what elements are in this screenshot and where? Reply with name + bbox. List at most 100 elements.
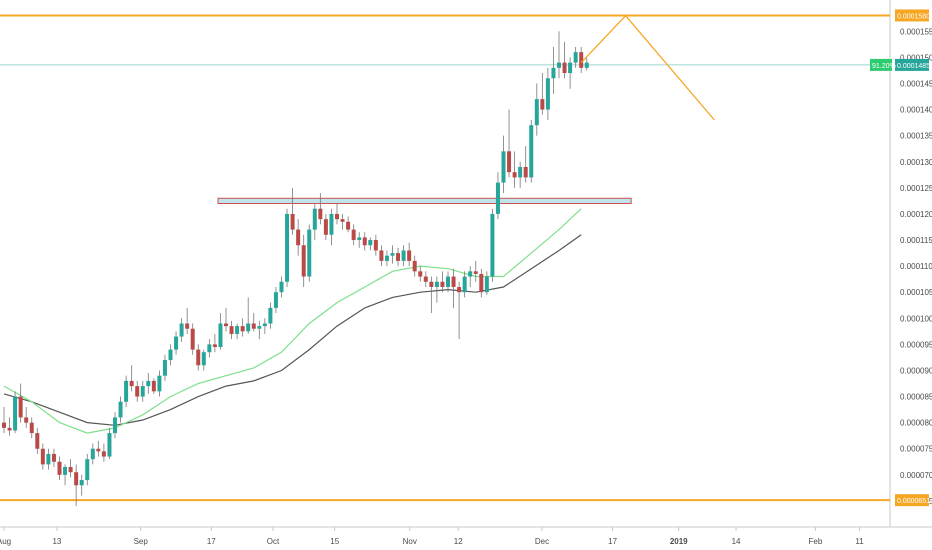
candle-90 [501,135,506,194]
price-tick-label: 0.00014500 [900,79,932,88]
candle-body [362,237,367,246]
candle-50 [279,276,284,298]
candle-body [68,466,73,473]
candle-91 [507,109,512,178]
candle-body [29,422,34,434]
candle-body [462,276,467,293]
percent-badge [870,58,892,71]
candle-body [568,62,573,74]
candle-23 [129,365,134,392]
candle-body [512,172,517,178]
date-tick-label: Sep [134,537,149,546]
candle-9 [51,448,56,467]
candle-37 [207,339,212,358]
candle-63 [351,224,356,246]
resistance-zone-box [217,197,632,204]
candle-body [124,380,129,402]
candle-body [46,453,51,465]
date-tick-label: Dec [535,537,549,546]
candle-body [412,260,417,272]
candle-body [218,323,223,347]
candle-body [584,62,589,68]
candle-body [490,213,495,277]
candle-36 [201,349,206,371]
candle-body [140,386,145,397]
candle-31 [174,331,179,355]
candle-85 [473,260,478,282]
candle-body [446,276,450,287]
candle-33 [185,307,190,334]
candle-88 [490,208,495,282]
candle-19 [107,427,112,460]
candle-70 [390,245,395,264]
candle-body [290,213,295,230]
candle-body [562,62,567,74]
candle-body [235,326,240,334]
candle-body [257,326,262,329]
projection-line [580,14,715,121]
candle-body [146,380,151,387]
candle-83 [462,271,467,298]
date-tick-label: 11 [855,537,864,546]
candle-body [407,250,412,261]
candle-1 [7,417,12,436]
price-tick-label: 0.00008000 [900,419,932,428]
candle-15 [85,453,90,486]
candle-body [429,281,434,287]
candle-body [351,229,356,241]
current-price-label: 0.00014856 [897,63,932,70]
candle-43 [240,318,245,337]
candle-98 [545,67,550,121]
price-tick-label: 0.00008500 [900,393,932,402]
candle-body [534,99,539,126]
candle-body [440,281,445,287]
candle-body [545,78,550,110]
candle-51 [285,208,290,287]
candle-41 [229,320,234,340]
candle-body [2,422,6,428]
candle-body [207,344,212,353]
candle-59 [329,208,334,246]
price-tick-label: 0.00012500 [900,184,932,193]
candle-body [285,213,290,282]
candle-body [329,213,334,235]
candle-body [179,323,184,337]
date-tick-label: 15 [330,537,339,546]
candle-14 [79,474,84,496]
candle-body [7,427,12,431]
candle-100 [557,31,561,79]
candle-body [107,433,112,457]
candle-35 [196,344,201,371]
date-tick-label: 17 [608,537,617,546]
price-tick-label: 0.00012000 [900,210,932,219]
candle-32 [179,318,184,342]
moving-average-fast [3,208,582,434]
candle-64 [357,232,362,248]
candle-24 [135,380,140,402]
candle-26 [146,373,151,394]
candle-body [96,448,101,452]
candle-28 [157,370,162,397]
candle-body [340,219,345,222]
candle-96 [534,83,539,136]
candle-61 [340,213,345,230]
candle-7 [40,443,45,470]
candle-body [63,466,68,475]
candle-5 [29,417,34,439]
candle-73 [407,242,412,267]
candle-body [529,125,534,178]
level-badge-label: 0.00006514 [897,498,932,505]
candle-30 [168,344,173,366]
date-tick-label: Feb [809,537,823,546]
candle-body [473,271,478,274]
candle-body [479,273,484,293]
candle-body [468,271,473,277]
candle-12 [68,459,73,478]
candle-99 [551,46,556,94]
candle-74 [412,255,417,277]
candle-97 [540,73,545,115]
candle-103 [573,46,578,68]
candle-body [390,253,395,256]
